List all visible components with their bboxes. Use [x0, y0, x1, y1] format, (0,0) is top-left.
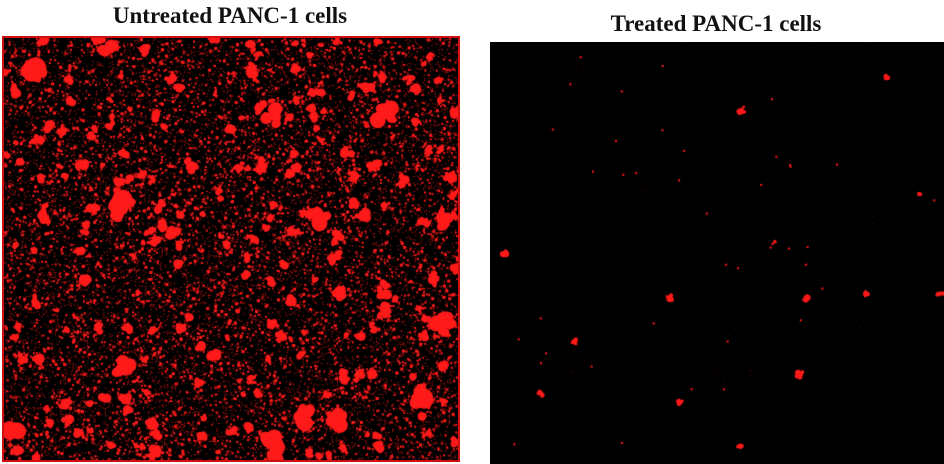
micrograph-untreated [2, 36, 460, 462]
panel-title-treated: Treated PANC-1 cells [610, 11, 822, 36]
micrograph-treated-canvas [490, 42, 944, 464]
micrograph-untreated-canvas [4, 38, 458, 460]
micrograph-treated [490, 42, 944, 464]
panel-title-untreated: Untreated PANC-1 cells [112, 3, 348, 28]
